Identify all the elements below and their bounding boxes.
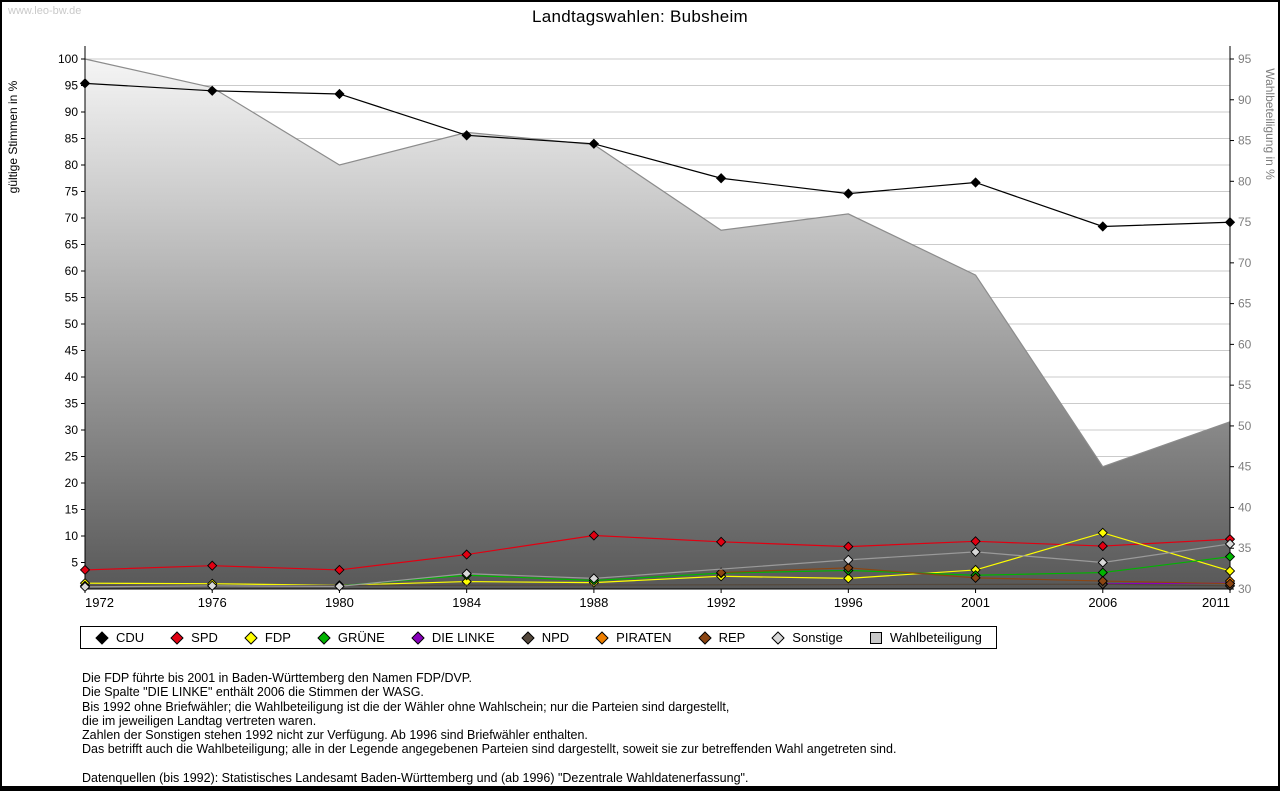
svg-text:25: 25 bbox=[65, 450, 79, 464]
svg-text:70: 70 bbox=[65, 211, 79, 225]
series-cdu bbox=[79, 78, 1236, 232]
series-rep bbox=[715, 562, 1236, 589]
piraten-marker-icon bbox=[595, 630, 609, 645]
rep-marker-icon bbox=[697, 630, 712, 645]
svg-text:1976: 1976 bbox=[198, 595, 227, 610]
svg-text:Wahlbeteiligung in %: Wahlbeteiligung in % bbox=[1263, 68, 1277, 180]
footnote-line bbox=[82, 757, 896, 771]
legend-item-sonstige: Sonstige bbox=[771, 630, 843, 645]
svg-text:35: 35 bbox=[65, 397, 79, 411]
svg-text:95: 95 bbox=[1238, 52, 1252, 66]
series-sonstige bbox=[79, 538, 1236, 593]
legend-item-wahlbeteiligung: Wahlbeteiligung bbox=[869, 630, 982, 645]
svg-text:85: 85 bbox=[1238, 134, 1252, 148]
legend-item-fdp: FDP bbox=[244, 630, 291, 645]
legend-label: DIE LINKE bbox=[431, 630, 495, 645]
svg-text:1984: 1984 bbox=[452, 595, 481, 610]
svg-text:80: 80 bbox=[1238, 174, 1252, 188]
svg-text:1972: 1972 bbox=[85, 595, 114, 610]
footnote-line: Die FDP führte bis 2001 in Baden-Württem… bbox=[82, 671, 473, 685]
svg-text:35: 35 bbox=[1238, 541, 1252, 555]
svg-text:75: 75 bbox=[1238, 215, 1252, 229]
wahlbeteiligung-marker-icon bbox=[869, 631, 882, 644]
svg-text:50: 50 bbox=[65, 317, 79, 331]
svg-text:85: 85 bbox=[65, 132, 79, 146]
svg-text:1996: 1996 bbox=[834, 595, 863, 610]
footnote-line: die im jeweiligen Landtag vertreten ware… bbox=[82, 713, 317, 728]
legend-item-die-linke: DIE LINKE bbox=[411, 630, 495, 645]
footnote-line: Bis 1992 ohne Briefwähler; die Wahlbetei… bbox=[82, 699, 730, 714]
svg-text:55: 55 bbox=[1238, 378, 1252, 392]
svg-text:60: 60 bbox=[1238, 337, 1252, 351]
legend-item-piraten: PIRATEN bbox=[595, 630, 672, 645]
footnotes: Die FDP führte bis 2001 in Baden-Württem… bbox=[82, 671, 896, 785]
svg-text:55: 55 bbox=[65, 291, 79, 305]
legend-label: REP bbox=[718, 630, 746, 645]
svg-text:100: 100 bbox=[58, 52, 78, 66]
svg-text:20: 20 bbox=[65, 476, 79, 490]
svg-text:75: 75 bbox=[65, 185, 79, 199]
npd-marker-icon bbox=[521, 630, 535, 645]
svg-text:2011: 2011 bbox=[1202, 595, 1230, 610]
svg-text:90: 90 bbox=[1238, 93, 1252, 107]
svg-text:60: 60 bbox=[65, 264, 79, 278]
legend-item-npd: NPD bbox=[521, 630, 569, 645]
legend-label: CDU bbox=[116, 630, 145, 645]
legend-label: SPD bbox=[191, 630, 218, 645]
svg-text:45: 45 bbox=[1238, 460, 1252, 474]
legend-label: GRÜNE bbox=[337, 630, 385, 645]
legend-label: NPD bbox=[541, 630, 570, 645]
die-linke-marker-icon bbox=[411, 630, 425, 645]
svg-text:50: 50 bbox=[1238, 419, 1252, 433]
svg-text:gültige Stimmen in %: gültige Stimmen in % bbox=[6, 80, 20, 193]
election-chart: 5 10 15 20 25 30 35 40 45 50 55 60 65 70 75 80 85 90 95 100… bbox=[6, 46, 1277, 610]
svg-text:90: 90 bbox=[65, 105, 79, 119]
legend-label: PIRATEN bbox=[616, 630, 672, 645]
svg-text:40: 40 bbox=[65, 370, 79, 384]
svg-text:5: 5 bbox=[71, 556, 78, 570]
legend-label: FDP bbox=[264, 630, 291, 645]
svg-text:1980: 1980 bbox=[325, 595, 354, 610]
svg-text:1988: 1988 bbox=[579, 595, 608, 610]
legend-item-rep: REP bbox=[697, 630, 746, 645]
spd-marker-icon bbox=[170, 630, 184, 645]
svg-text:65: 65 bbox=[1238, 297, 1252, 311]
legend-item-spd: SPD bbox=[170, 630, 218, 645]
svg-text:65: 65 bbox=[65, 238, 79, 252]
axis-ticks-and-labels: 5 10 15 20 25 30 35 40 45 50 55 60 65 70 75 80 85 90 95 100… bbox=[6, 52, 1277, 610]
svg-text:1992: 1992 bbox=[707, 595, 736, 610]
site-watermark: www.leo-bw.de bbox=[8, 5, 82, 17]
svg-text:15: 15 bbox=[65, 503, 79, 517]
footnote-line: Datenquellen (bis 1992): Statistisches L… bbox=[82, 771, 749, 786]
fdp-marker-icon bbox=[244, 630, 258, 645]
svg-text:2006: 2006 bbox=[1088, 595, 1117, 610]
svg-text:2001: 2001 bbox=[961, 595, 990, 610]
svg-text:30: 30 bbox=[1238, 582, 1252, 596]
svg-text:40: 40 bbox=[1238, 500, 1252, 514]
turnout-area bbox=[84, 58, 1231, 589]
series-spd bbox=[79, 530, 1236, 576]
sonstige-marker-icon bbox=[771, 630, 786, 645]
gr-ne-marker-icon bbox=[317, 630, 331, 645]
svg-text:30: 30 bbox=[65, 423, 79, 437]
svg-text:95: 95 bbox=[65, 79, 79, 93]
svg-text:70: 70 bbox=[1238, 256, 1252, 270]
axes bbox=[84, 46, 1231, 590]
page-title: Landtagswahlen: Bubsheim bbox=[531, 7, 749, 26]
legend-label: Sonstige bbox=[792, 630, 843, 645]
footnote-line: Das betrifft auch die Wahlbeteiligung; a… bbox=[82, 742, 897, 757]
footnote-line: Die Spalte "DIE LINKE" enthält 2006 die … bbox=[82, 685, 424, 700]
svg-text:10: 10 bbox=[65, 529, 79, 543]
footnote-line: Zahlen der Sonstigen stehen 1992 nicht z… bbox=[82, 728, 588, 743]
chart-legend: CDU SPD FDP GRÜNE DIE LINKE NPD PIRATEN REP Sons… bbox=[80, 626, 997, 649]
legend-label: Wahlbeteiligung bbox=[889, 630, 982, 645]
svg-text:45: 45 bbox=[65, 344, 79, 358]
cdu-marker-icon bbox=[95, 630, 109, 645]
legend-item-gr-ne: GRÜNE bbox=[317, 630, 385, 645]
svg-text:80: 80 bbox=[65, 158, 79, 172]
legend-item-cdu: CDU bbox=[95, 630, 144, 645]
